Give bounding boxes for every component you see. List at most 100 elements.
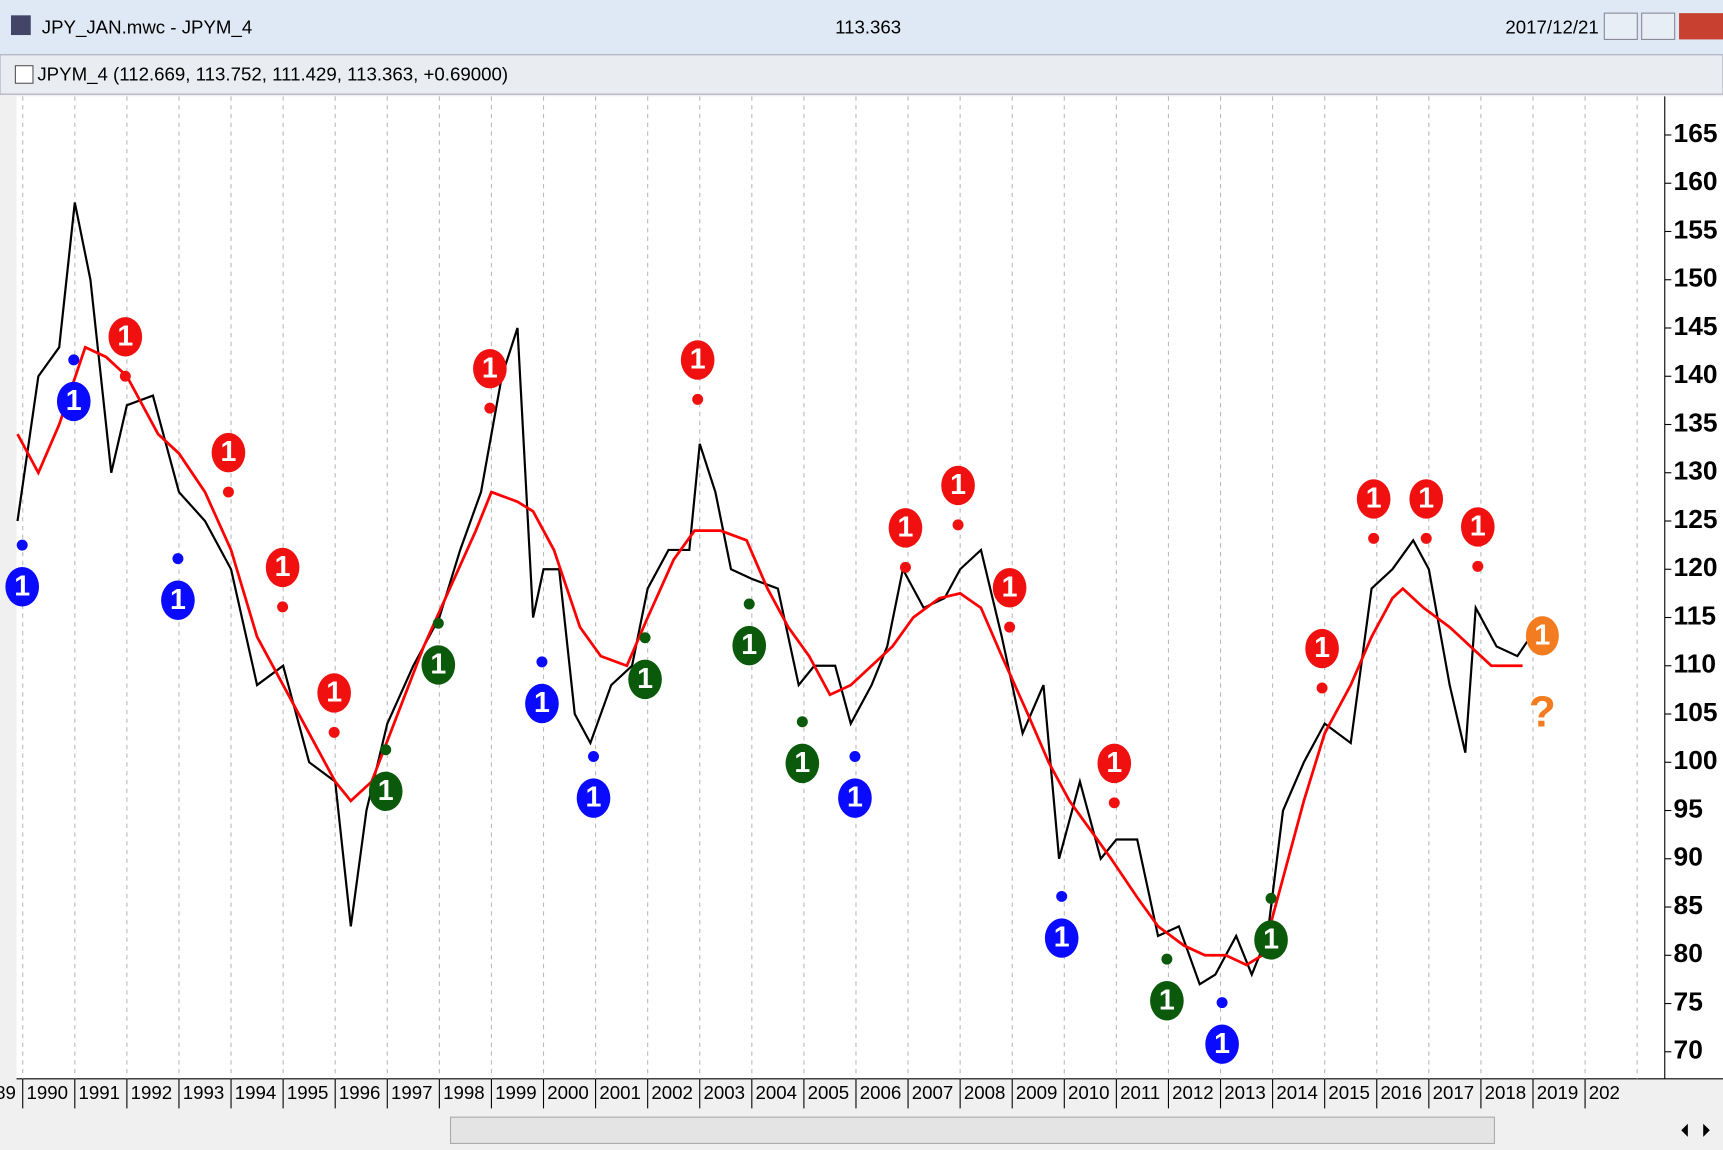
pending-badge-text: 1 xyxy=(1534,620,1550,652)
signal-badge-text: 1 xyxy=(1159,984,1175,1016)
signal-dot xyxy=(1004,621,1016,633)
signal-dot xyxy=(222,486,234,498)
x-tick-label: 1998 xyxy=(443,1082,485,1103)
chart-icon xyxy=(14,65,34,84)
signal-badge-text: 1 xyxy=(1214,1028,1230,1060)
signal-badge xyxy=(161,580,195,620)
signal-badge-text: 1 xyxy=(690,344,706,376)
signal-dot xyxy=(1368,532,1380,544)
signal-badge-text: 1 xyxy=(117,320,133,352)
price-line xyxy=(16,202,1532,986)
signal-badge xyxy=(680,340,715,380)
signal-dot xyxy=(432,617,444,629)
signal-dot xyxy=(484,402,496,414)
x-tick-label: 202 xyxy=(1589,1082,1620,1103)
y-tick-label: 115 xyxy=(1674,600,1717,630)
signal-dot xyxy=(328,726,340,738)
signal-badge-text: 1 xyxy=(170,584,186,616)
signal-dot xyxy=(119,370,131,382)
y-tick-label: 145 xyxy=(1674,311,1718,341)
x-tick-label: 2002 xyxy=(651,1082,693,1103)
signal-dot xyxy=(743,598,755,610)
x-tick-label: 2006 xyxy=(860,1082,902,1103)
scrollbar-thumb[interactable] xyxy=(449,1116,1495,1144)
signal-badge xyxy=(1305,628,1339,669)
signal-badge xyxy=(628,659,662,700)
signal-badge xyxy=(265,547,300,588)
y-tick-label: 105 xyxy=(1674,697,1718,727)
signal-dot xyxy=(1161,953,1173,965)
y-tick-label: 90 xyxy=(1674,842,1703,872)
signal-badge xyxy=(1254,920,1288,960)
x-tick-label: 2014 xyxy=(1276,1082,1318,1103)
minimize-button[interactable] xyxy=(1603,12,1638,40)
app-icon xyxy=(10,15,31,36)
signal-badge xyxy=(108,317,143,357)
signal-badge xyxy=(473,348,507,389)
x-tick-label: 1993 xyxy=(183,1082,225,1103)
title-bar xyxy=(0,0,1723,55)
signal-badge xyxy=(525,683,559,724)
close-button[interactable] xyxy=(1679,13,1723,40)
x-tick-label: 1996 xyxy=(339,1082,381,1103)
pending-question: ? xyxy=(1529,687,1556,736)
x-tick-label: 1991 xyxy=(79,1082,121,1103)
signal-dot xyxy=(1108,797,1120,809)
signal-badge-text: 1 xyxy=(14,570,30,602)
y-tick-label: 140 xyxy=(1674,359,1718,389)
x-tick-label: 1999 xyxy=(495,1082,537,1103)
signal-dot xyxy=(68,354,80,366)
y-tick-label: 120 xyxy=(1674,552,1718,582)
signal-badge-text: 1 xyxy=(847,782,863,814)
signal-badge-text: 1 xyxy=(275,551,291,583)
signal-badge-text: 1 xyxy=(534,687,550,719)
signal-dot xyxy=(277,601,289,613)
window-title: JPY_JAN.mwc - JPYM_4 xyxy=(42,16,252,38)
x-tick-label: 2013 xyxy=(1224,1082,1266,1103)
signal-badge xyxy=(941,465,975,506)
y-tick-label: 160 xyxy=(1674,166,1718,196)
signal-badge-text: 1 xyxy=(1470,511,1486,543)
x-tick-label: 1989 xyxy=(0,1082,16,1103)
signal-dot xyxy=(796,716,808,728)
signal-dot xyxy=(172,553,184,565)
x-tick-label: 2009 xyxy=(1016,1082,1058,1103)
signal-badge xyxy=(1356,479,1391,519)
y-tick-label: 155 xyxy=(1674,214,1718,244)
maximize-button[interactable] xyxy=(1641,12,1676,40)
y-tick-label: 110 xyxy=(1674,649,1717,679)
signal-badge-text: 1 xyxy=(794,747,810,779)
y-tick-label: 125 xyxy=(1674,504,1718,534)
signal-badge xyxy=(211,432,246,473)
moving-average xyxy=(16,345,1523,967)
y-tick-label: 130 xyxy=(1674,456,1718,486)
signal-badge-text: 1 xyxy=(1366,483,1382,515)
signal-badge-text: 1 xyxy=(586,782,602,814)
x-tick-label: 1994 xyxy=(235,1082,277,1103)
signal-badge-text: 1 xyxy=(1314,632,1330,664)
signal-badge xyxy=(5,567,40,607)
signal-dot xyxy=(899,561,911,573)
signal-badge xyxy=(1044,918,1079,958)
signal-dot xyxy=(1472,560,1484,572)
signal-badge xyxy=(1150,981,1184,1021)
chart-header xyxy=(0,54,1723,95)
signal-badge xyxy=(785,743,820,784)
signal-dot xyxy=(16,539,28,551)
x-tick-label: 2007 xyxy=(912,1082,954,1103)
y-tick-label: 80 xyxy=(1674,938,1703,968)
nav-arrows[interactable] xyxy=(1681,1123,1710,1137)
x-tick-label: 2010 xyxy=(1068,1082,1110,1103)
signal-badge-text: 1 xyxy=(637,663,653,695)
y-tick-label: 85 xyxy=(1674,890,1703,920)
x-tick-label: 2003 xyxy=(703,1082,745,1103)
x-tick-label: 2015 xyxy=(1328,1082,1370,1103)
signal-badge-text: 1 xyxy=(1002,571,1018,603)
signal-dot xyxy=(380,744,392,756)
date: 2017/12/21 xyxy=(1505,16,1598,37)
signal-dot xyxy=(536,656,548,668)
signal-badge xyxy=(888,508,923,548)
signal-badge xyxy=(576,778,611,818)
signal-dot xyxy=(639,632,651,644)
x-tick-label: 2005 xyxy=(808,1082,850,1103)
